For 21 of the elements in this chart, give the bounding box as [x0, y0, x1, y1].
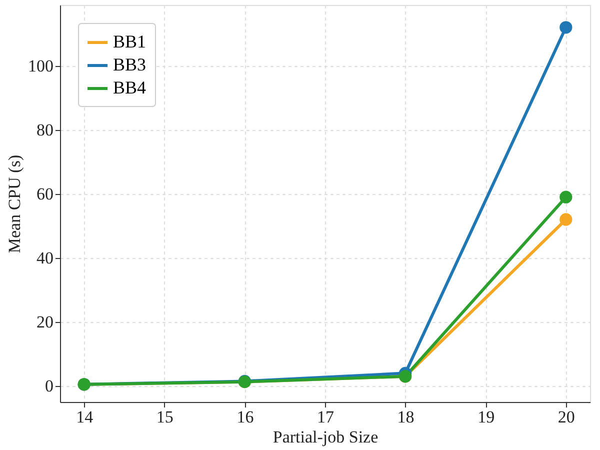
y-axis-title: Mean CPU (s)	[5, 154, 24, 254]
x-tick-label: 16	[236, 408, 254, 426]
point	[560, 190, 572, 204]
point	[560, 21, 572, 34]
x-tick-label: 14	[76, 408, 94, 426]
y-tick-label: 80	[36, 120, 54, 140]
x-tick-label: 17	[317, 408, 334, 426]
y-tick-label: 100	[28, 56, 54, 76]
point	[560, 213, 572, 226]
legend-label: BB1	[113, 32, 146, 52]
x-tick-label: 18	[397, 408, 414, 426]
y-tick-label: 20	[36, 312, 54, 332]
x-tick-label: 19	[478, 408, 495, 426]
x-tick-label: 15	[156, 408, 174, 426]
legend-label: BB4	[113, 78, 146, 98]
x-tick-label: 20	[558, 408, 575, 426]
y-tick-label: 0	[45, 376, 54, 396]
x-axis-title: Partial-job Size	[272, 428, 378, 446]
legend-label: BB3	[113, 54, 146, 74]
y-tick-label: 40	[36, 248, 54, 268]
y-tick-label: 60	[36, 184, 54, 204]
